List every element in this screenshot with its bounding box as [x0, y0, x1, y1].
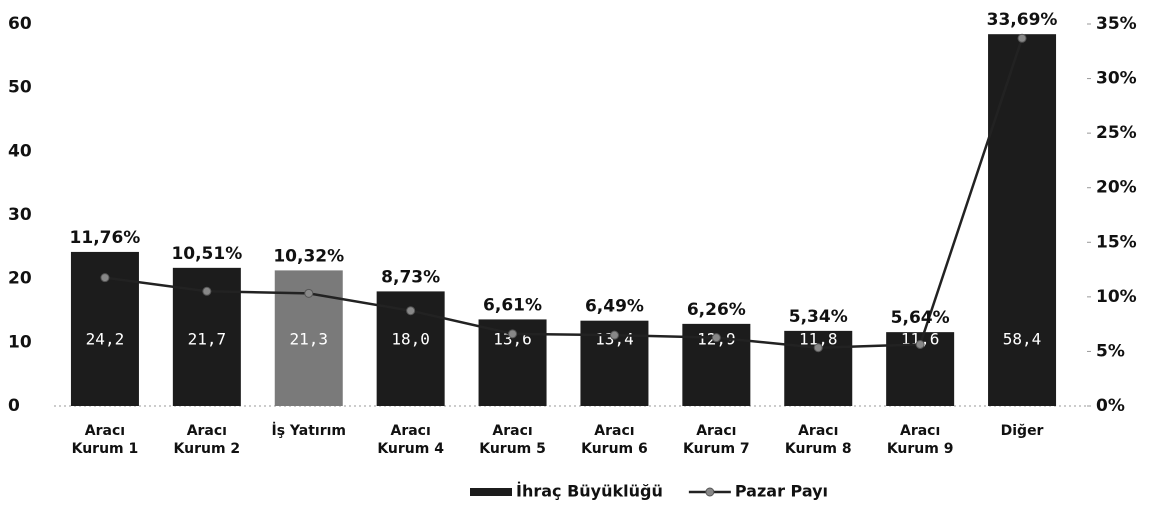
line-marker [508, 329, 518, 339]
line-marker [406, 306, 416, 316]
bar-value-label: 21,7 [188, 330, 227, 349]
y-tick-label: 20 [8, 269, 32, 289]
x-tick-label: Diğer [1000, 423, 1044, 439]
y2-tick-label: 35% [1096, 14, 1137, 34]
line-marker [813, 343, 823, 353]
line-value-label: 6,49% [585, 297, 644, 317]
y2-tick-label: 0% [1096, 396, 1125, 416]
y2-tick-label: 5% [1096, 341, 1125, 361]
line-marker [915, 339, 925, 349]
y-tick-label: 30 [8, 205, 32, 225]
y2-tick-label: 15% [1096, 232, 1137, 252]
bar-value-label: 24,2 [86, 330, 125, 349]
y2-tick-label: 10% [1096, 287, 1137, 307]
y2-tick-label: 20% [1096, 178, 1137, 198]
bar-value-label: 21,3 [289, 330, 328, 349]
line [104, 37, 1024, 349]
legend-swatch [705, 487, 715, 497]
y-tick-label: 60 [8, 14, 32, 34]
x-tick-label: Aracı Kurum 9 [886, 423, 954, 457]
line-marker [304, 288, 314, 298]
x-tick-label: Aracı Kurum 8 [784, 423, 852, 457]
line-value-label: 5,34% [789, 307, 848, 327]
legend-label: İhraç Büyüklüğü [516, 482, 663, 501]
line-value-label: 10,32% [273, 246, 344, 266]
legend-label: Pazar Payı [735, 482, 828, 501]
x-tick-label: Aracı Kurum 4 [377, 423, 444, 457]
bar [988, 34, 1057, 406]
legend-swatch [470, 488, 512, 496]
line-value-label: 6,26% [687, 300, 746, 320]
x-tick-label: Aracı Kurum 5 [479, 423, 546, 457]
line-marker [202, 286, 212, 296]
line-marker [609, 330, 619, 340]
line-value-label: 33,69% [987, 10, 1058, 30]
y2-tick-label: 25% [1096, 123, 1137, 143]
y-tick-label: 10 [8, 332, 32, 352]
line-value-label: 6,61% [483, 295, 542, 315]
x-tick-label: İş Yatırım [271, 423, 347, 439]
x-tick-label: Aracı Kurum 7 [683, 423, 750, 457]
line-value-label: 10,51% [171, 244, 242, 264]
bar-value-label: 11,8 [799, 330, 838, 349]
y-tick-label: 0 [8, 396, 20, 416]
y-tick-label: 40 [8, 141, 32, 161]
x-tick-label: Aracı Kurum 1 [71, 423, 139, 457]
line-marker [711, 333, 721, 343]
bar-value-label: 18,0 [391, 330, 430, 349]
line-value-label: 11,76% [70, 228, 141, 248]
bar-value-label: 58,4 [1003, 330, 1042, 349]
x-tick-label: Aracı Kurum 6 [581, 423, 648, 457]
line-value-label: 8,73% [381, 267, 440, 287]
y-tick-label: 50 [8, 78, 32, 98]
x-tick-label: Aracı Kurum 2 [173, 423, 241, 457]
line-marker [100, 273, 110, 283]
line-marker [1017, 33, 1027, 43]
line-value-label: 5,64% [891, 308, 950, 328]
y2-tick-label: 30% [1096, 69, 1137, 89]
